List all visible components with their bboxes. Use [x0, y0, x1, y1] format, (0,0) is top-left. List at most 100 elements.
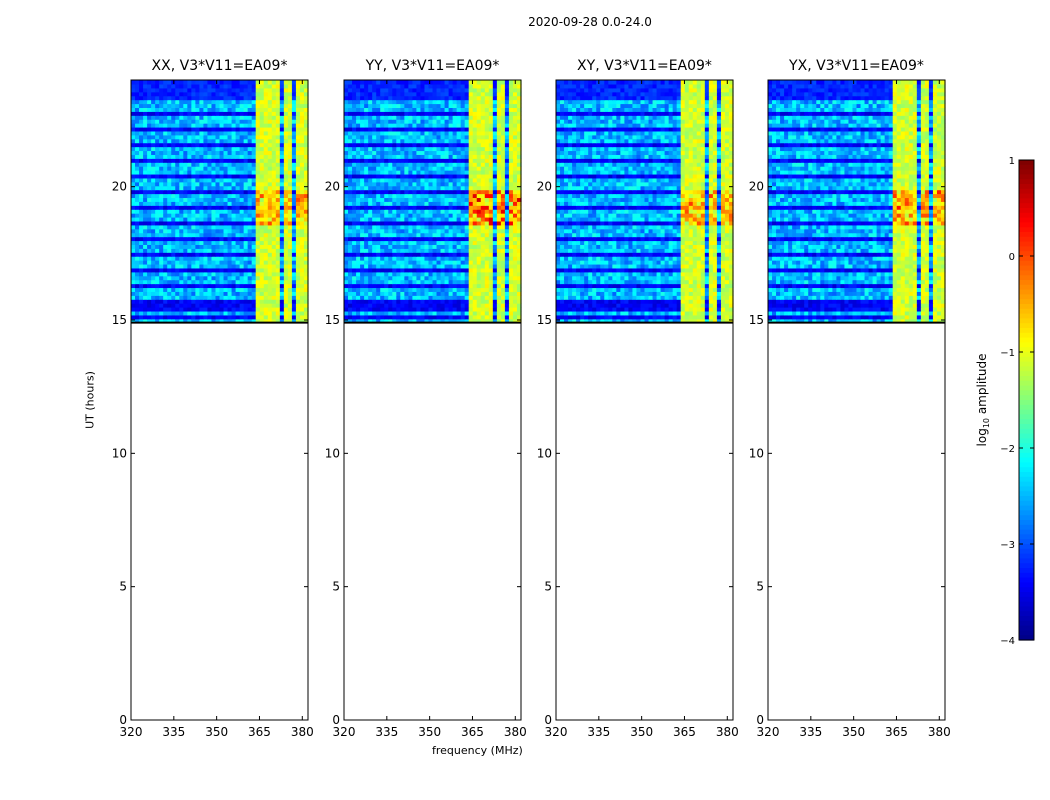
heatmap-cell	[167, 263, 172, 269]
heatmap-cell	[512, 170, 518, 175]
heatmap-cell	[303, 123, 309, 128]
heatmap-cell	[368, 318, 373, 324]
heatmap-cell	[496, 197, 502, 202]
heatmap-cell	[456, 181, 462, 187]
heatmap-cell	[247, 244, 253, 249]
heatmap-cell	[444, 201, 450, 206]
heatmap-cell	[516, 267, 522, 273]
heatmap-cell	[207, 103, 213, 108]
heatmap-cell	[171, 279, 176, 285]
heatmap-cell	[263, 83, 269, 89]
heatmap-cell	[295, 158, 301, 163]
heatmap-cell	[259, 134, 265, 140]
heatmap-cell	[275, 213, 281, 218]
heatmap-cell	[271, 189, 277, 195]
heatmap-cell	[131, 216, 136, 222]
heatmap-cell	[171, 87, 176, 93]
heatmap-cell	[392, 310, 397, 316]
heatmap-cell	[352, 244, 357, 249]
heatmap-cell	[179, 166, 184, 171]
heatmap-cell	[251, 170, 257, 175]
heatmap-cell	[488, 267, 494, 273]
heatmap-cell	[364, 314, 369, 320]
heatmap-cell	[392, 271, 397, 277]
heatmap-cell	[396, 142, 401, 148]
heatmap-cell	[508, 138, 514, 144]
heatmap-cell	[255, 154, 261, 159]
heatmap-cell	[283, 146, 289, 152]
heatmap-cell	[476, 193, 482, 199]
heatmap-cell	[444, 166, 450, 171]
heatmap-cell	[400, 142, 405, 148]
heatmap-cell	[215, 279, 221, 285]
heatmap-cell	[360, 173, 365, 179]
heatmap-cell	[356, 307, 361, 312]
heatmap-cell	[203, 201, 209, 206]
heatmap-cell	[400, 244, 405, 249]
heatmap-cell	[484, 181, 490, 187]
heatmap-cell	[412, 256, 418, 261]
heatmap-cell	[344, 154, 349, 159]
heatmap-cell	[187, 303, 192, 308]
heatmap-cell	[207, 263, 213, 269]
heatmap-cell	[516, 185, 522, 191]
heatmap-cell	[472, 236, 478, 242]
heatmap-cell	[199, 158, 205, 163]
heatmap-cell	[239, 205, 245, 210]
heatmap-cell	[464, 271, 470, 277]
heatmap-cell	[291, 303, 297, 308]
heatmap-cell	[372, 126, 377, 132]
heatmap-cell	[147, 158, 152, 163]
heatmap-cell	[283, 185, 289, 191]
heatmap-cell	[163, 83, 168, 89]
heatmap-cell	[199, 146, 205, 152]
heatmap-cell	[215, 314, 221, 320]
heatmap-cell	[271, 197, 277, 202]
heatmap-cell	[352, 126, 357, 132]
heatmap-cell	[299, 295, 305, 300]
heatmap-cell	[464, 295, 470, 300]
heatmap-cell	[468, 150, 474, 155]
heatmap-cell	[444, 138, 450, 144]
heatmap-cell	[388, 224, 393, 230]
heatmap-cell	[219, 279, 225, 285]
heatmap-cell	[251, 299, 257, 304]
heatmap-cell	[424, 209, 430, 214]
heatmap-cell	[416, 236, 422, 242]
heatmap-cell	[239, 224, 245, 230]
heatmap-cell	[199, 228, 205, 234]
heatmap-cell	[388, 181, 393, 187]
heatmap-cell	[299, 162, 305, 167]
heatmap-cell	[195, 83, 200, 89]
heatmap-cell	[267, 232, 273, 238]
heatmap-cell	[135, 103, 140, 108]
heatmap-cell	[203, 244, 209, 249]
heatmap-cell	[251, 252, 257, 257]
heatmap-cell	[299, 224, 305, 230]
heatmap-cell	[215, 95, 221, 101]
heatmap-cell	[207, 260, 213, 265]
heatmap-cell	[199, 177, 205, 183]
heatmap-cell	[203, 99, 209, 105]
heatmap-cell	[360, 310, 365, 316]
heatmap-cell	[352, 185, 357, 191]
heatmap-cell	[428, 181, 434, 187]
heatmap-cell	[460, 224, 466, 230]
heatmap-cell	[159, 248, 164, 253]
heatmap-cell	[215, 185, 221, 191]
heatmap-cell	[231, 267, 237, 273]
heatmap-cell	[247, 267, 253, 273]
heatmap-cell	[215, 310, 221, 316]
heatmap-cell	[348, 267, 353, 273]
heatmap-cell	[179, 99, 184, 105]
heatmap-cell	[352, 150, 357, 155]
heatmap-cell	[235, 119, 241, 124]
heatmap-cell	[131, 181, 136, 187]
heatmap-cell	[380, 260, 385, 265]
heatmap-cell	[163, 314, 168, 320]
heatmap-cell	[255, 314, 261, 320]
heatmap-cell	[247, 99, 253, 105]
heatmap-cell	[247, 260, 253, 265]
heatmap-cell	[496, 162, 502, 167]
heatmap-cell	[384, 205, 389, 210]
